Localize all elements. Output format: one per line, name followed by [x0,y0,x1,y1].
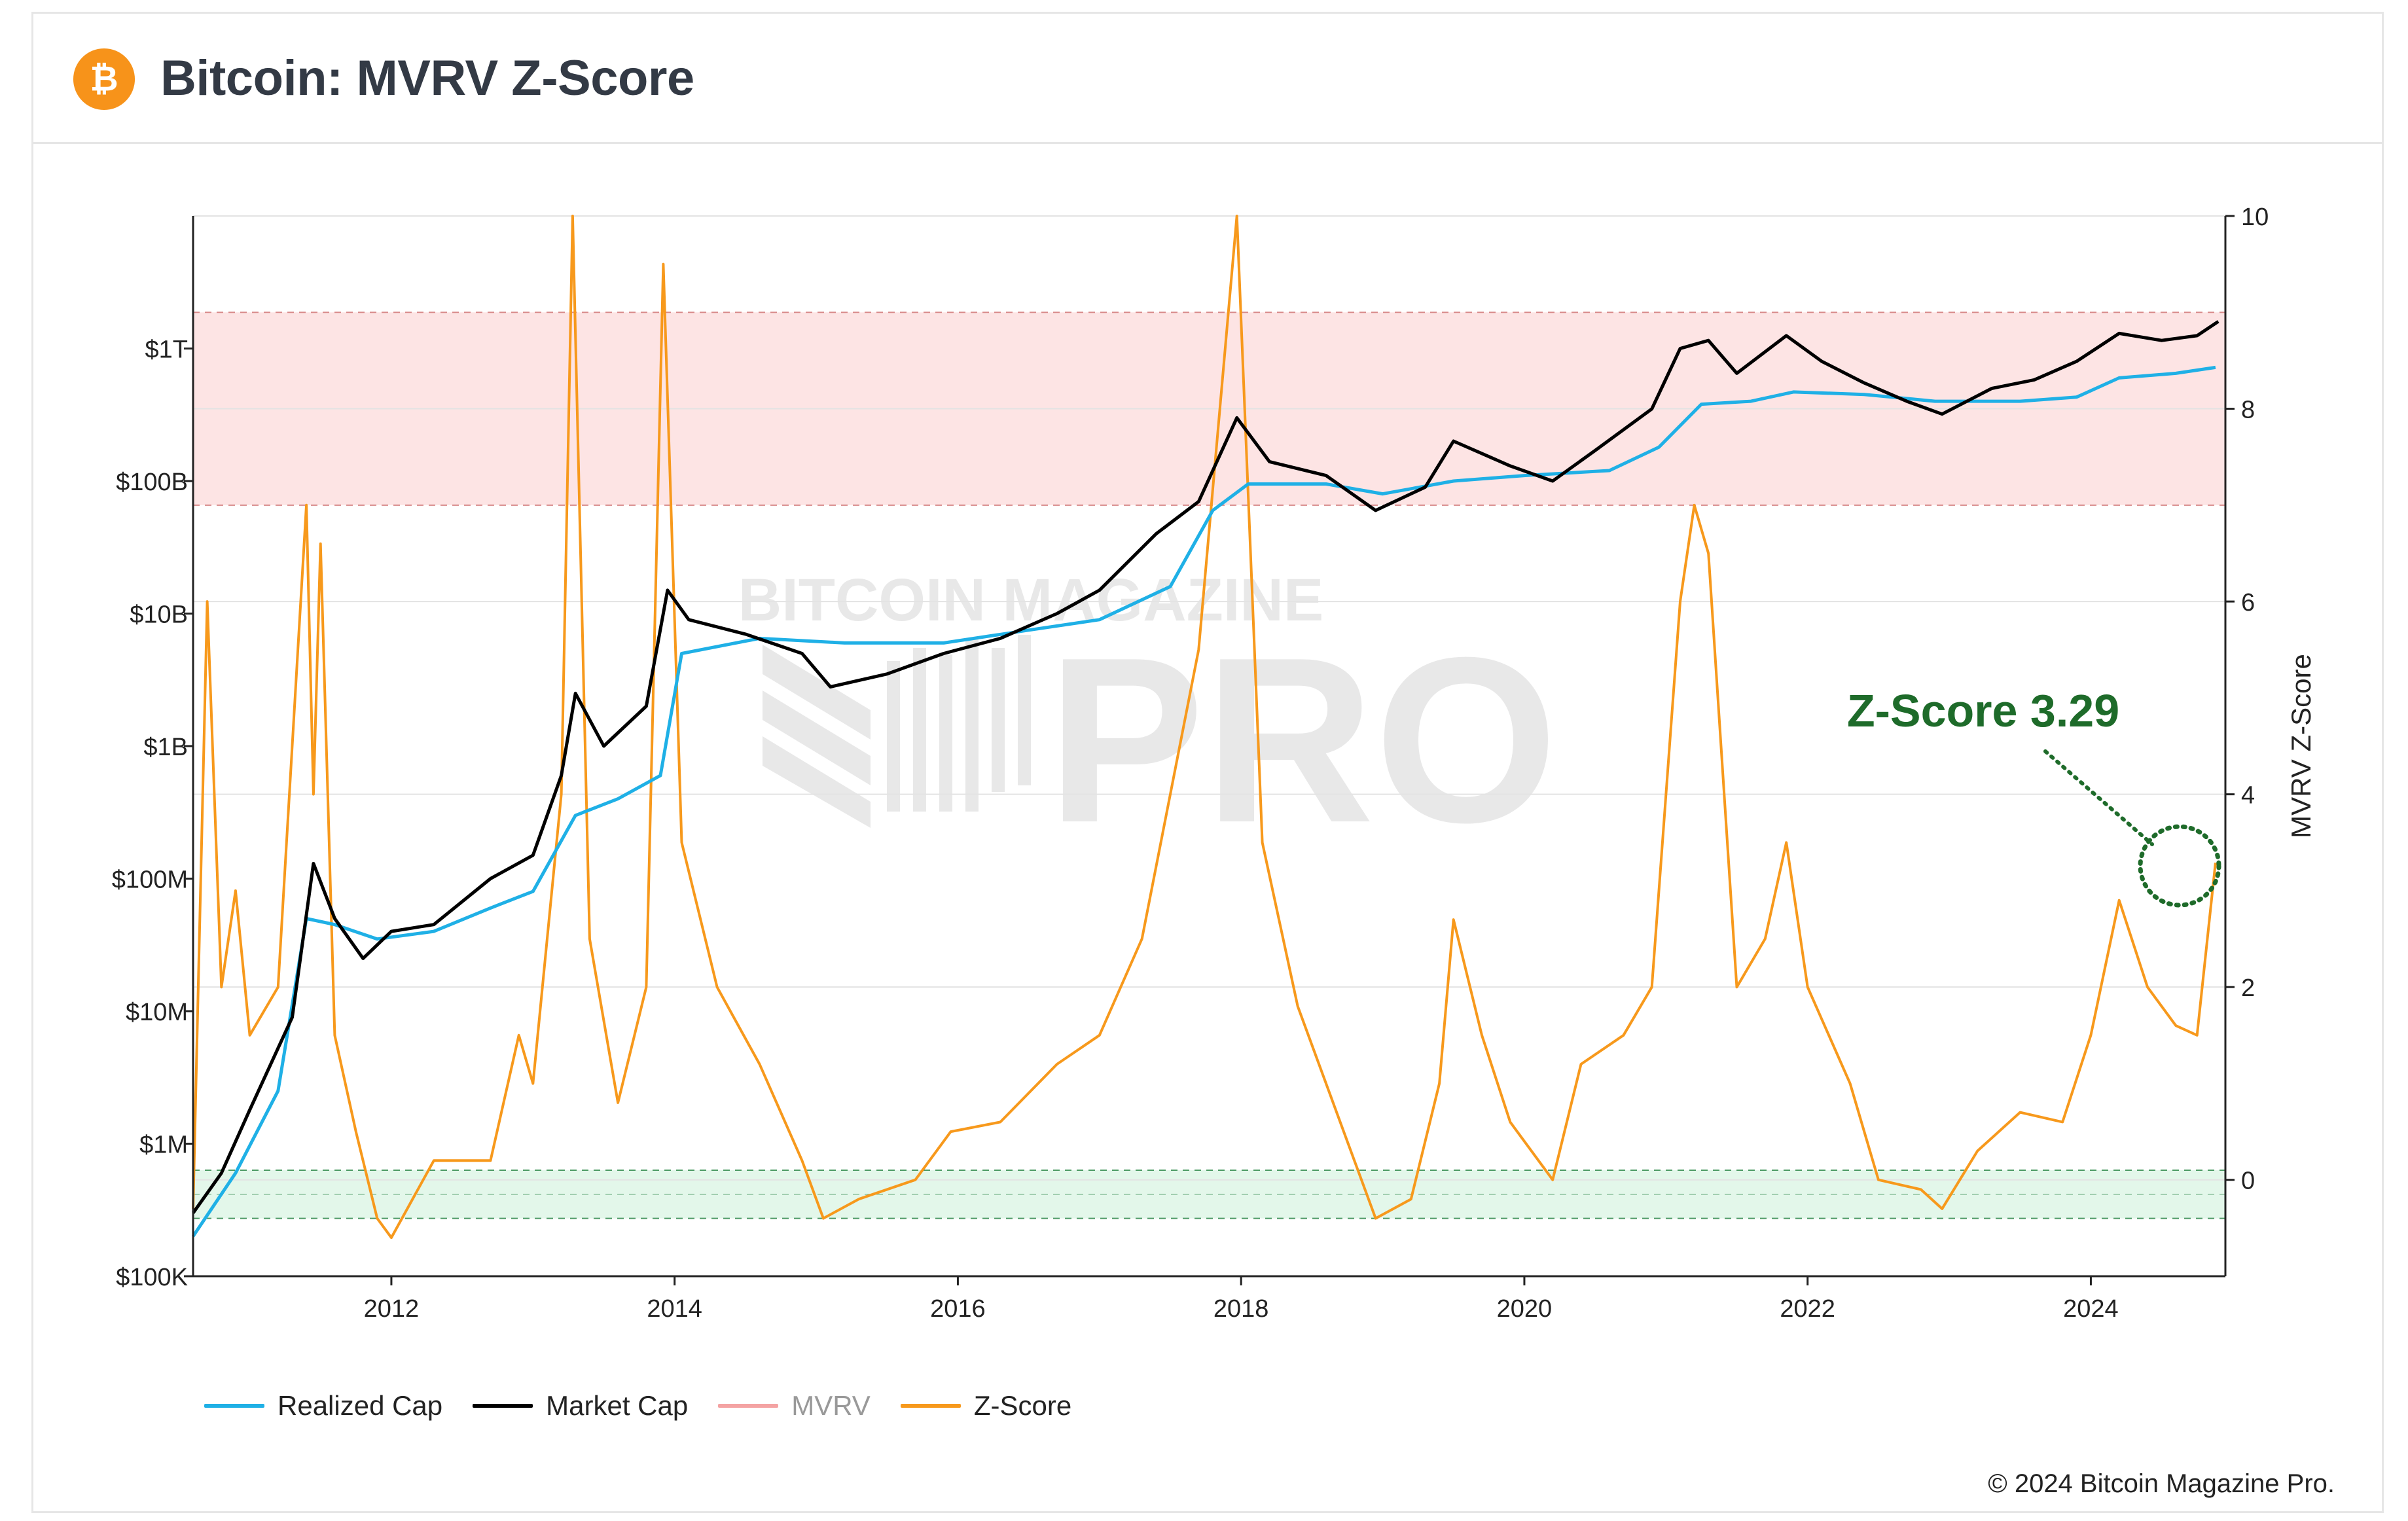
series-layer [191,215,2219,1240]
left-tick-label: $1T [145,336,188,364]
left-tick-label: $100M [112,867,188,894]
right-tick-label: 10 [2241,204,2269,231]
watermark: BITCOIN MAGAZINE PRO [738,567,1558,872]
bitcoin-logo-glyph: ₿ [90,60,118,99]
watermark-logo-icon [763,635,1031,828]
legend-label: MVRV [791,1390,871,1421]
right-tick-label: 2 [2241,975,2255,1002]
x-tick-label: 2020 [1497,1295,1553,1323]
right-tick-label: 4 [2241,782,2255,810]
left-tick-label: $10M [126,999,188,1026]
legend-item-realized-cap[interactable]: Realized Cap [204,1390,442,1422]
copyright-text: © 2024 Bitcoin Magazine Pro. [1988,1469,2335,1498]
zscore-annotation-circle [2138,824,2221,908]
legend-label: Market Cap [546,1390,689,1421]
x-tick-label: 2022 [1780,1295,1835,1323]
chart-legend: Realized Cap Market Cap MVRV Z-Score [204,1386,1102,1425]
left-tick-label: $10B [130,601,188,629]
legend-item-z-score[interactable]: Z-Score [900,1390,1072,1422]
grid-layer [193,215,2225,1181]
x-tick-label: 2018 [1213,1295,1269,1323]
zscore-annotation-label: Z-Score 3.29 [1847,685,2119,736]
x-tick-label: 2024 [2063,1295,2119,1323]
legend-item-market-cap[interactable]: Market Cap [473,1390,688,1422]
card-header [31,12,2384,144]
right-tick-label: 0 [2241,1168,2255,1195]
left-tick-label: $100B [116,469,188,496]
legend-label: Z-Score [973,1390,1072,1421]
zscore-annotation-pointer [2043,749,2154,846]
watermark-line2: PRO [1047,609,1558,872]
legend-label: Realized Cap [278,1390,443,1421]
series-market-cap [191,320,2219,1214]
series-z-score [192,215,2217,1240]
axes-layer: 2012 2014 2016 2018 2020 2022 2024 $100K $1M $10M… [112,204,2316,1323]
chart-card [31,12,2384,1513]
series-realized-cap [191,365,2216,1238]
legend-swatch [718,1404,779,1408]
right-tick-label: 8 [2241,397,2255,424]
x-tick-label: 2014 [647,1295,702,1323]
page-title: Bitcoin: MVRV Z-Score [160,50,694,106]
watermark-line1: BITCOIN MAGAZINE [738,567,1323,634]
x-tick-label: 2016 [930,1295,986,1323]
left-tick-label: $100K [116,1264,188,1291]
x-tick-label: 2012 [364,1295,420,1323]
left-tick-label: $1B [143,734,188,761]
legend-swatch [204,1404,264,1408]
legend-swatch [900,1404,961,1408]
right-axis-title: MVRV Z-Score [2286,654,2316,838]
bands-layer [193,312,2225,1219]
left-tick-label: $1M [139,1132,188,1159]
legend-swatch [473,1404,533,1408]
bitcoin-logo-icon: ₿ [73,48,135,111]
legend-item-mvrv[interactable]: MVRV [718,1390,871,1422]
right-tick-label: 6 [2241,589,2255,617]
